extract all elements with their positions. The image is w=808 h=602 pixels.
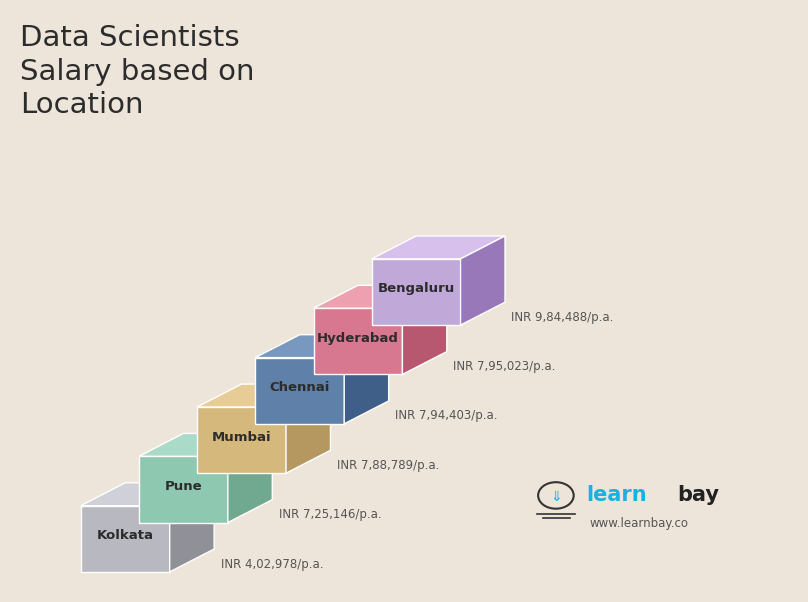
Polygon shape <box>255 335 389 358</box>
Text: Data Scientists
Salary based on
Location: Data Scientists Salary based on Location <box>20 24 255 119</box>
Text: www.learnbay.co: www.learnbay.co <box>590 517 689 530</box>
Text: learn: learn <box>586 485 646 506</box>
Text: Mumbai: Mumbai <box>212 430 271 444</box>
Text: ⇓: ⇓ <box>550 489 562 504</box>
Polygon shape <box>344 335 389 424</box>
Polygon shape <box>81 506 170 572</box>
Text: Chennai: Chennai <box>270 381 330 394</box>
Polygon shape <box>314 308 402 374</box>
Polygon shape <box>255 358 344 424</box>
Text: INR 7,88,789/p.a.: INR 7,88,789/p.a. <box>337 459 440 472</box>
Text: INR 4,02,978/p.a.: INR 4,02,978/p.a. <box>221 557 323 571</box>
Text: Kolkata: Kolkata <box>97 529 154 542</box>
Polygon shape <box>372 236 505 259</box>
Polygon shape <box>170 483 214 572</box>
Polygon shape <box>228 433 272 523</box>
Text: INR 7,95,023/p.a.: INR 7,95,023/p.a. <box>453 360 556 373</box>
Text: INR 7,25,146/p.a.: INR 7,25,146/p.a. <box>279 508 381 521</box>
Polygon shape <box>81 483 214 506</box>
Text: Bengaluru: Bengaluru <box>377 282 455 296</box>
Polygon shape <box>197 407 286 473</box>
Polygon shape <box>314 285 447 308</box>
Polygon shape <box>372 259 461 325</box>
Text: bay: bay <box>677 485 719 506</box>
Polygon shape <box>197 384 330 407</box>
Polygon shape <box>139 456 228 523</box>
Polygon shape <box>286 384 330 473</box>
Polygon shape <box>139 433 272 456</box>
Text: INR 7,94,403/p.a.: INR 7,94,403/p.a. <box>395 409 498 423</box>
Text: Hyderabad: Hyderabad <box>317 332 399 345</box>
Polygon shape <box>461 236 505 325</box>
Text: INR 9,84,488/p.a.: INR 9,84,488/p.a. <box>511 311 614 324</box>
Text: Pune: Pune <box>165 480 202 493</box>
Polygon shape <box>402 285 447 374</box>
